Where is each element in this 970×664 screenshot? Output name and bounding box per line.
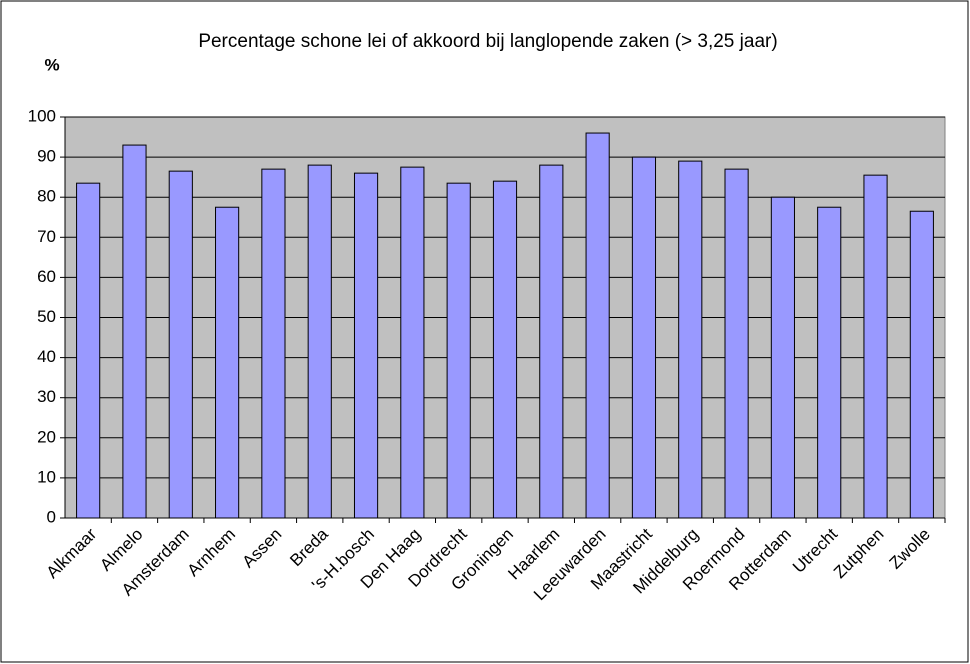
bar (400, 166, 425, 519)
bar (76, 182, 101, 519)
chart-title: Percentage schone lei of akkoord bij lan… (198, 31, 777, 52)
bar (307, 164, 332, 519)
y-tick-label: 20 (37, 427, 56, 446)
bar (122, 144, 147, 519)
bar (539, 164, 564, 519)
y-tick-label: 30 (37, 387, 56, 406)
y-tick-label: 0 (47, 507, 56, 526)
y-tick-label: 100 (28, 106, 56, 125)
bar (817, 206, 842, 519)
y-tick-label: 70 (37, 227, 56, 246)
bar (446, 182, 471, 519)
y-tick-label: 80 (37, 187, 56, 206)
bar (261, 168, 286, 519)
y-tick-label: 40 (37, 347, 56, 366)
bar (909, 210, 934, 519)
y-tick-label: 90 (37, 147, 56, 166)
y-axis-label: % (44, 55, 59, 74)
y-tick-label: 50 (37, 307, 56, 326)
y-tick-label: 60 (37, 267, 56, 286)
bar (168, 170, 193, 519)
bar (724, 168, 749, 519)
bar (353, 172, 379, 519)
bar (631, 156, 657, 519)
bar (492, 180, 518, 519)
bar (215, 206, 240, 519)
bar (770, 196, 795, 519)
bar (863, 174, 888, 519)
y-tick-label: 10 (37, 467, 56, 486)
bar (678, 160, 703, 519)
bar (585, 132, 610, 519)
